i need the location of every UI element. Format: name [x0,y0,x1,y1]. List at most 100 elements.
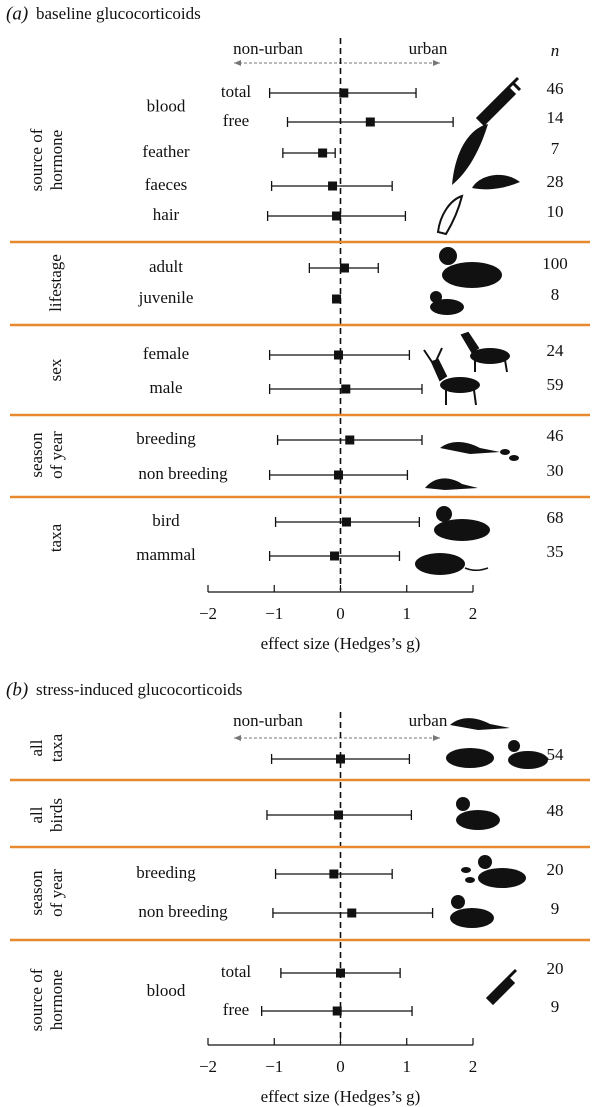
row-label: total [221,82,251,101]
n-value: 9 [551,997,560,1016]
n-value: 9 [551,899,560,918]
n-value: 48 [547,801,564,820]
bird-icon [508,751,548,769]
n-value: 59 [547,375,564,394]
row-label: free [223,111,249,130]
duckling-icon [430,299,464,315]
point-estimate [341,517,351,527]
lizard-icon [440,442,500,454]
mouse-icon [415,553,465,575]
group-label: all [27,806,46,823]
group-label: taxa [47,733,66,762]
group-label: hormone [47,130,66,190]
point-estimate [347,908,357,918]
n-value: 28 [547,172,564,191]
point-estimate [365,117,375,127]
subgroup-label: blood [147,981,186,1000]
x-tick-label: 0 [336,604,345,623]
point-estimate [336,754,345,764]
icons [415,76,548,1006]
n-value: 68 [547,508,564,527]
row-label: hair [153,205,180,224]
group-label: of year [47,869,66,917]
row-label: breeding [136,429,196,448]
row-label: faeces [145,175,187,194]
panel-title: baseline glucocorticoids [36,4,201,23]
group-label: taxa [46,523,65,552]
row-label: total [221,962,251,981]
doe-icon [470,348,510,364]
point-estimate [336,968,345,978]
group-label: source of [27,968,46,1031]
group-label: of year [47,431,66,479]
panel-title: stress-induced glucocorticoids [36,680,242,699]
left-direction-label: non-urban [233,711,303,730]
right-direction-label: urban [409,711,448,730]
lizard-icon [450,718,510,730]
point-estimate [318,148,328,158]
row-label: breeding [136,863,196,882]
bird-icon [456,810,500,830]
group-label: season [27,432,46,478]
point-estimate [341,384,351,394]
row-label: free [223,1000,249,1019]
n-header: n [551,41,560,60]
group-label: sex [46,358,65,381]
n-value: 100 [542,254,568,273]
x-tick-label: −1 [265,1057,283,1076]
x-axis-label: effect size (Hedges’s g) [261,634,421,653]
point-estimate [332,211,342,221]
syringe-icon [485,968,518,1006]
n-value: 46 [547,79,564,98]
group-label: source of [27,128,46,191]
row-label: female [143,344,189,363]
row-label: non breeding [138,902,228,921]
group-label: all [27,739,46,756]
n-value: 46 [547,426,564,445]
row-label: bird [152,511,180,530]
group-label: hormone [47,970,66,1030]
point-estimate [328,181,338,191]
n-value: 54 [547,745,565,764]
duck-icon [442,262,502,288]
x-tick-label: −1 [265,604,283,623]
group-label: lifestage [46,254,65,312]
point-estimate [334,470,344,480]
row-label: non breeding [138,464,228,483]
row-label: male [149,378,182,397]
n-value: 30 [547,461,564,480]
mouse-icon [446,748,494,768]
point-estimate [332,1006,342,1016]
hair-icon [436,194,464,236]
x-tick-label: −2 [199,1057,217,1076]
panel-label: (a) [6,3,28,24]
bird-icon [450,908,494,928]
x-tick-label: 0 [336,1057,345,1076]
n-value: 14 [547,108,565,127]
point-estimate [330,551,340,561]
right-direction-label: urban [409,39,448,58]
left-direction-label: non-urban [233,39,303,58]
point-estimate [332,294,342,304]
n-value: 10 [547,202,564,221]
point-estimate [334,810,344,820]
n-value: 7 [551,139,560,158]
row-label: mammal [136,545,196,564]
n-value: 20 [547,860,564,879]
deer-icon [440,377,480,393]
point-estimate [345,435,355,445]
point-estimate [339,263,349,273]
bird-icon [434,519,490,541]
group-label: season [27,870,46,916]
x-tick-label: −2 [199,604,217,623]
point-estimate [339,88,349,98]
point-estimate [334,350,344,360]
x-tick-label: 2 [469,604,478,623]
n-value: 8 [551,285,560,304]
x-tick-label: 1 [403,604,412,623]
subgroup-label: blood [147,96,186,115]
feather-icon [452,124,488,185]
lizard-icon [425,478,478,490]
point-estimate [329,869,339,879]
n-value: 24 [547,341,565,360]
